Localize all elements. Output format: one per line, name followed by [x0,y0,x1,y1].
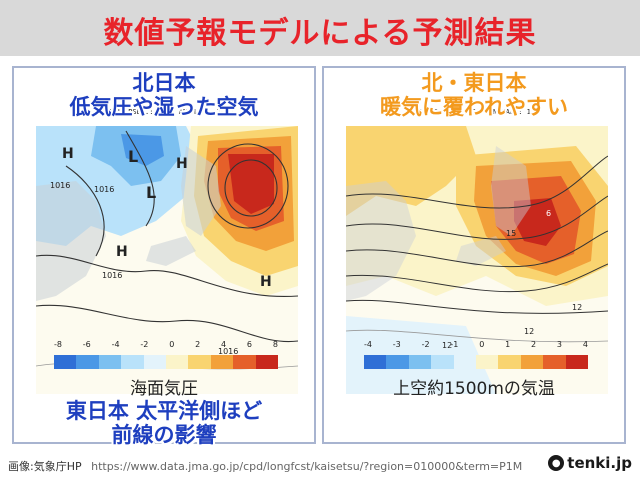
left-colorbar-ticks: -8 -6 -4 -2 0 2 4 6 8 [54,340,278,349]
tick-label: 0 [479,340,485,349]
tick-label: -4 [364,340,372,349]
tick-label: 4 [221,340,227,349]
colorbar-segment [520,355,544,369]
tick-label: 8 [272,340,278,349]
colorbar-segment [210,355,234,369]
right-map-caption: CONTOUR TEMP.: 3°C ANOMALY: 1°C [408,108,540,116]
svg-text:H: H [62,146,74,162]
page-title: 数値予報モデルによる予測結果 [103,16,537,51]
left-legend-name: 海面気圧 [130,379,198,399]
tick-label: -2 [140,340,149,349]
svg-text:1016: 1016 [94,185,114,194]
right-headline-1: 北・東日本 [421,71,527,95]
right-legend-name: 上空約1500mの気温 [393,379,555,399]
tick-label: 3 [556,340,562,349]
colorbar-segment [476,355,499,369]
colorbar-segment [166,355,189,369]
colorbar-segment [431,355,454,369]
svg-text:H: H [176,156,188,172]
left-pressure-map: H L H L H H 1016 1016 1016 1016 [36,126,298,394]
colorbar-segment [453,355,477,369]
tick-label: 2 [531,340,537,349]
tick-label: -8 [54,340,62,349]
left-bottom-line-2: 前線の影響 [111,423,217,447]
colorbar-segment [386,355,409,369]
right-colorbar-ticks: -4 -3 -2 -1 0 1 2 3 4 [364,340,588,349]
left-colorbar [54,355,279,369]
colorbar-segment [54,355,77,369]
tick-label: 6 [246,340,252,349]
svg-text:L: L [128,147,138,166]
tenki-logo-icon: ● [548,455,565,471]
tick-label: -4 [111,340,120,349]
colorbar-segment [76,355,99,369]
tick-label: -6 [82,340,91,349]
svg-text:12: 12 [442,341,452,350]
tick-label: 2 [195,340,201,349]
svg-text:12: 12 [572,303,582,312]
credit-label: 画像:気象庁HP [8,460,82,473]
tick-label: 4 [582,340,588,349]
svg-text:1016: 1016 [218,347,238,356]
image-credit: 画像:気象庁HP https://www.data.jma.go.jp/cpd/… [8,458,522,474]
colorbar-segment [408,355,432,369]
tick-label: 1 [505,340,511,349]
right-headline-2: 暖気に覆われやすい [380,95,568,119]
tick-label: -3 [392,340,401,349]
svg-text:1016: 1016 [50,181,70,190]
title-bar: 数値予報モデルによる予測結果 [0,0,640,56]
tick-label: -1 [450,340,459,349]
colorbar-segment [255,355,279,369]
left-map-caption: CONTOUR PSEA.: 4hPa ANOMALY: 2hPa [94,108,234,116]
left-bottom-line-1: 東日本 太平洋側ほど [65,399,263,423]
left-headline-1: 北日本 [132,71,196,95]
svg-text:L: L [146,183,156,202]
right-forecast-panel: CONTOUR TEMP.: 3°C ANOMALY: 1°C 12 12 12… [322,66,626,444]
colorbar-segment [565,355,589,369]
source-url[interactable]: https://www.data.jma.go.jp/cpd/longfcst/… [91,460,523,473]
tick-label: -2 [421,340,430,349]
right-colorbar [364,355,589,369]
svg-text:6: 6 [546,209,551,218]
svg-text:1016: 1016 [102,271,122,280]
svg-text:H: H [116,244,128,260]
colorbar-segment [364,355,387,369]
colorbar-segment [543,355,566,369]
left-forecast-panel: CONTOUR PSEA.: 4hPa ANOMALY: 2hPa H L H … [12,66,316,447]
colorbar-segment [143,355,167,369]
colorbar-segment [233,355,256,369]
svg-text:15: 15 [506,229,516,238]
brand-name: tenki.jp [567,454,632,472]
colorbar-segment [121,355,144,369]
tick-label: 0 [169,340,175,349]
svg-text:12: 12 [524,327,534,336]
colorbar-segment [498,355,521,369]
svg-text:H: H [260,274,272,290]
colorbar-segment [98,355,122,369]
right-temperature-map: 12 12 12 15 6 [346,126,608,394]
left-headline-2: 低気圧や湿った空気 [69,95,259,119]
brand-logo: ● tenki.jp [548,454,632,472]
colorbar-segment [188,355,211,369]
